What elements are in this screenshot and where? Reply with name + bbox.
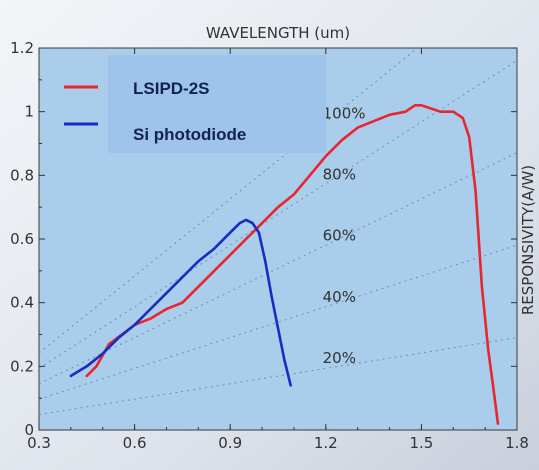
y-tick-label: 1	[24, 103, 34, 121]
y-tick-label: 0.2	[10, 357, 34, 375]
y-tick-label: 0.4	[10, 294, 34, 312]
x-tick-label: 0.6	[123, 434, 147, 452]
legend-box	[108, 55, 326, 153]
qe-label-80pct: 80%	[323, 166, 356, 184]
x-tick-label: 1.5	[409, 434, 433, 452]
x-tick-label: 0.3	[27, 434, 51, 452]
y-tick-label: 0	[24, 421, 34, 439]
qe-line-60pct	[38, 152, 518, 385]
qe-line-20pct	[38, 337, 518, 416]
y-tick-label: 0.6	[10, 230, 34, 248]
y-tick-label: 0.8	[10, 166, 34, 184]
qe-label-20pct: 20%	[323, 349, 356, 367]
series-line-lsipd-2s	[85, 104, 500, 425]
qe-label-100pct: 100%	[323, 105, 366, 123]
x-tick-label: 0.9	[218, 434, 242, 452]
x-axis-title: WAVELENGTH (um)	[206, 24, 350, 42]
legend-label-si: Si photodiode	[133, 125, 246, 144]
y-tick-label: 1.2	[10, 39, 34, 57]
legend-label-lsipd: LSIPD-2S	[133, 79, 210, 98]
qe-label-40pct: 40%	[323, 288, 356, 306]
y-axis-title: RESPONSIVITY(A/W)	[519, 165, 537, 315]
x-tick-label: 1.8	[505, 434, 529, 452]
qe-label-60pct: 60%	[323, 227, 356, 245]
series-line-si-photodiode	[69, 218, 292, 387]
x-tick-label: 1.2	[314, 434, 338, 452]
